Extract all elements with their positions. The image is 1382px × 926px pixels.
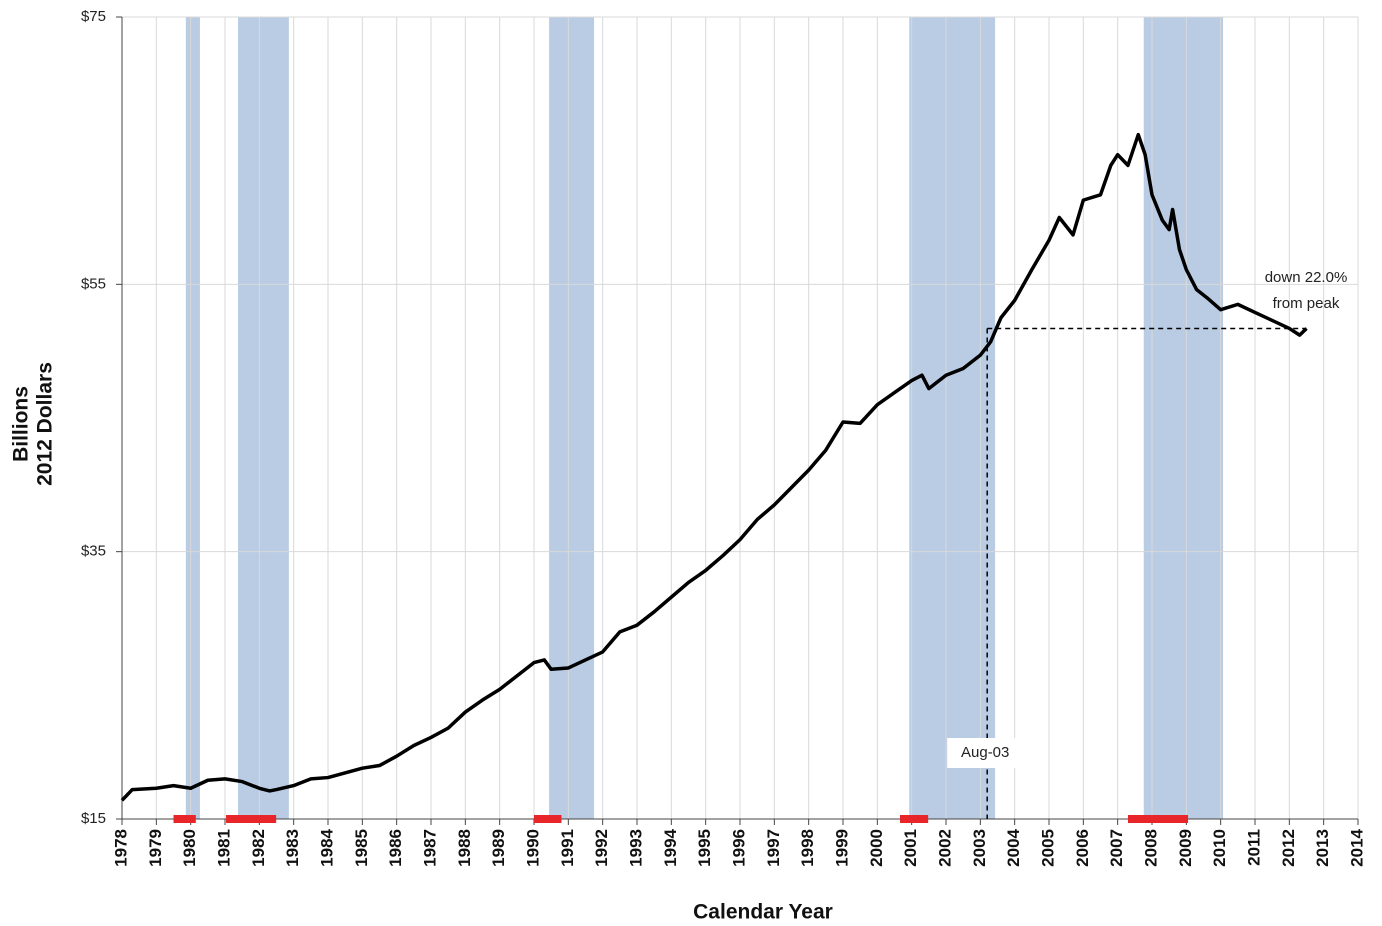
- x-tick-label: 2006: [1073, 829, 1092, 867]
- x-tick-label: 1987: [420, 829, 439, 867]
- x-tick-label: 1986: [386, 829, 405, 867]
- x-tick-label: 1985: [352, 829, 371, 867]
- x-tick-label: 2007: [1107, 829, 1126, 867]
- x-tick-label: 1999: [832, 829, 851, 867]
- x-tick-label: 1983: [283, 829, 302, 867]
- shaded-period: [238, 17, 289, 819]
- x-tick-label: 2002: [935, 829, 954, 867]
- y-tick-label: $15: [81, 810, 106, 827]
- recession-bar: [173, 815, 196, 823]
- x-tick-label: 1996: [729, 829, 748, 867]
- x-tick-label: 2012: [1279, 829, 1298, 867]
- x-tick-label: 2000: [867, 829, 886, 867]
- x-tick-label: 1993: [626, 829, 645, 867]
- shaded-period: [185, 17, 200, 819]
- x-tick-label: 1979: [146, 829, 165, 867]
- x-tick-label: 1984: [317, 828, 336, 866]
- shaded-period: [1143, 17, 1224, 819]
- x-tick-label: 1988: [455, 829, 474, 867]
- x-tick-label: 2010: [1210, 829, 1229, 867]
- label-box: [947, 738, 1024, 768]
- x-tick-label: 1980: [180, 829, 199, 867]
- x-tick-label: 2001: [901, 829, 920, 867]
- x-tick-label: 1992: [592, 829, 611, 867]
- y-tick-label: $55: [81, 275, 106, 292]
- x-tick-label: 2004: [1004, 828, 1023, 866]
- annotation: down 22.0%: [1265, 269, 1348, 286]
- annotation: from peak: [1273, 295, 1340, 312]
- y-axis-title: 2012 Dollars: [34, 362, 57, 486]
- x-tick-label: 1978: [111, 829, 130, 867]
- recession-bar: [1127, 815, 1189, 823]
- x-tick-label: 2003: [970, 829, 989, 867]
- recession-bar: [534, 815, 562, 823]
- x-tick-label: 1991: [558, 829, 577, 867]
- x-tick-label: 1981: [214, 829, 233, 867]
- reference-label: Aug-03: [961, 744, 1009, 761]
- x-tick-label: 2014: [1347, 828, 1366, 866]
- recession-bar: [226, 815, 277, 823]
- x-tick-label: 1989: [489, 829, 508, 867]
- x-tick-label: 1994: [661, 828, 680, 866]
- recession-bar: [899, 815, 929, 823]
- x-axis-title: Calendar Year: [693, 901, 833, 924]
- x-tick-label: 1990: [523, 829, 542, 867]
- x-tick-label: 2008: [1141, 829, 1160, 867]
- shaded-period: [549, 17, 595, 819]
- x-tick-label: 2013: [1313, 829, 1332, 867]
- x-tick-label: 1997: [764, 829, 783, 867]
- data-line: [120, 132, 1308, 802]
- x-tick-label: 1998: [798, 829, 817, 867]
- y-tick-label: $75: [81, 8, 106, 25]
- shaded-period: [909, 17, 996, 819]
- y-tick-label: $35: [81, 543, 106, 560]
- x-tick-label: 1995: [695, 829, 714, 867]
- x-tick-label: 2011: [1244, 829, 1263, 866]
- x-tick-label: 2005: [1038, 829, 1057, 867]
- x-tick-label: 2009: [1176, 829, 1195, 867]
- y-axis-title: Billions: [10, 386, 33, 462]
- x-tick-label: 1982: [249, 829, 268, 867]
